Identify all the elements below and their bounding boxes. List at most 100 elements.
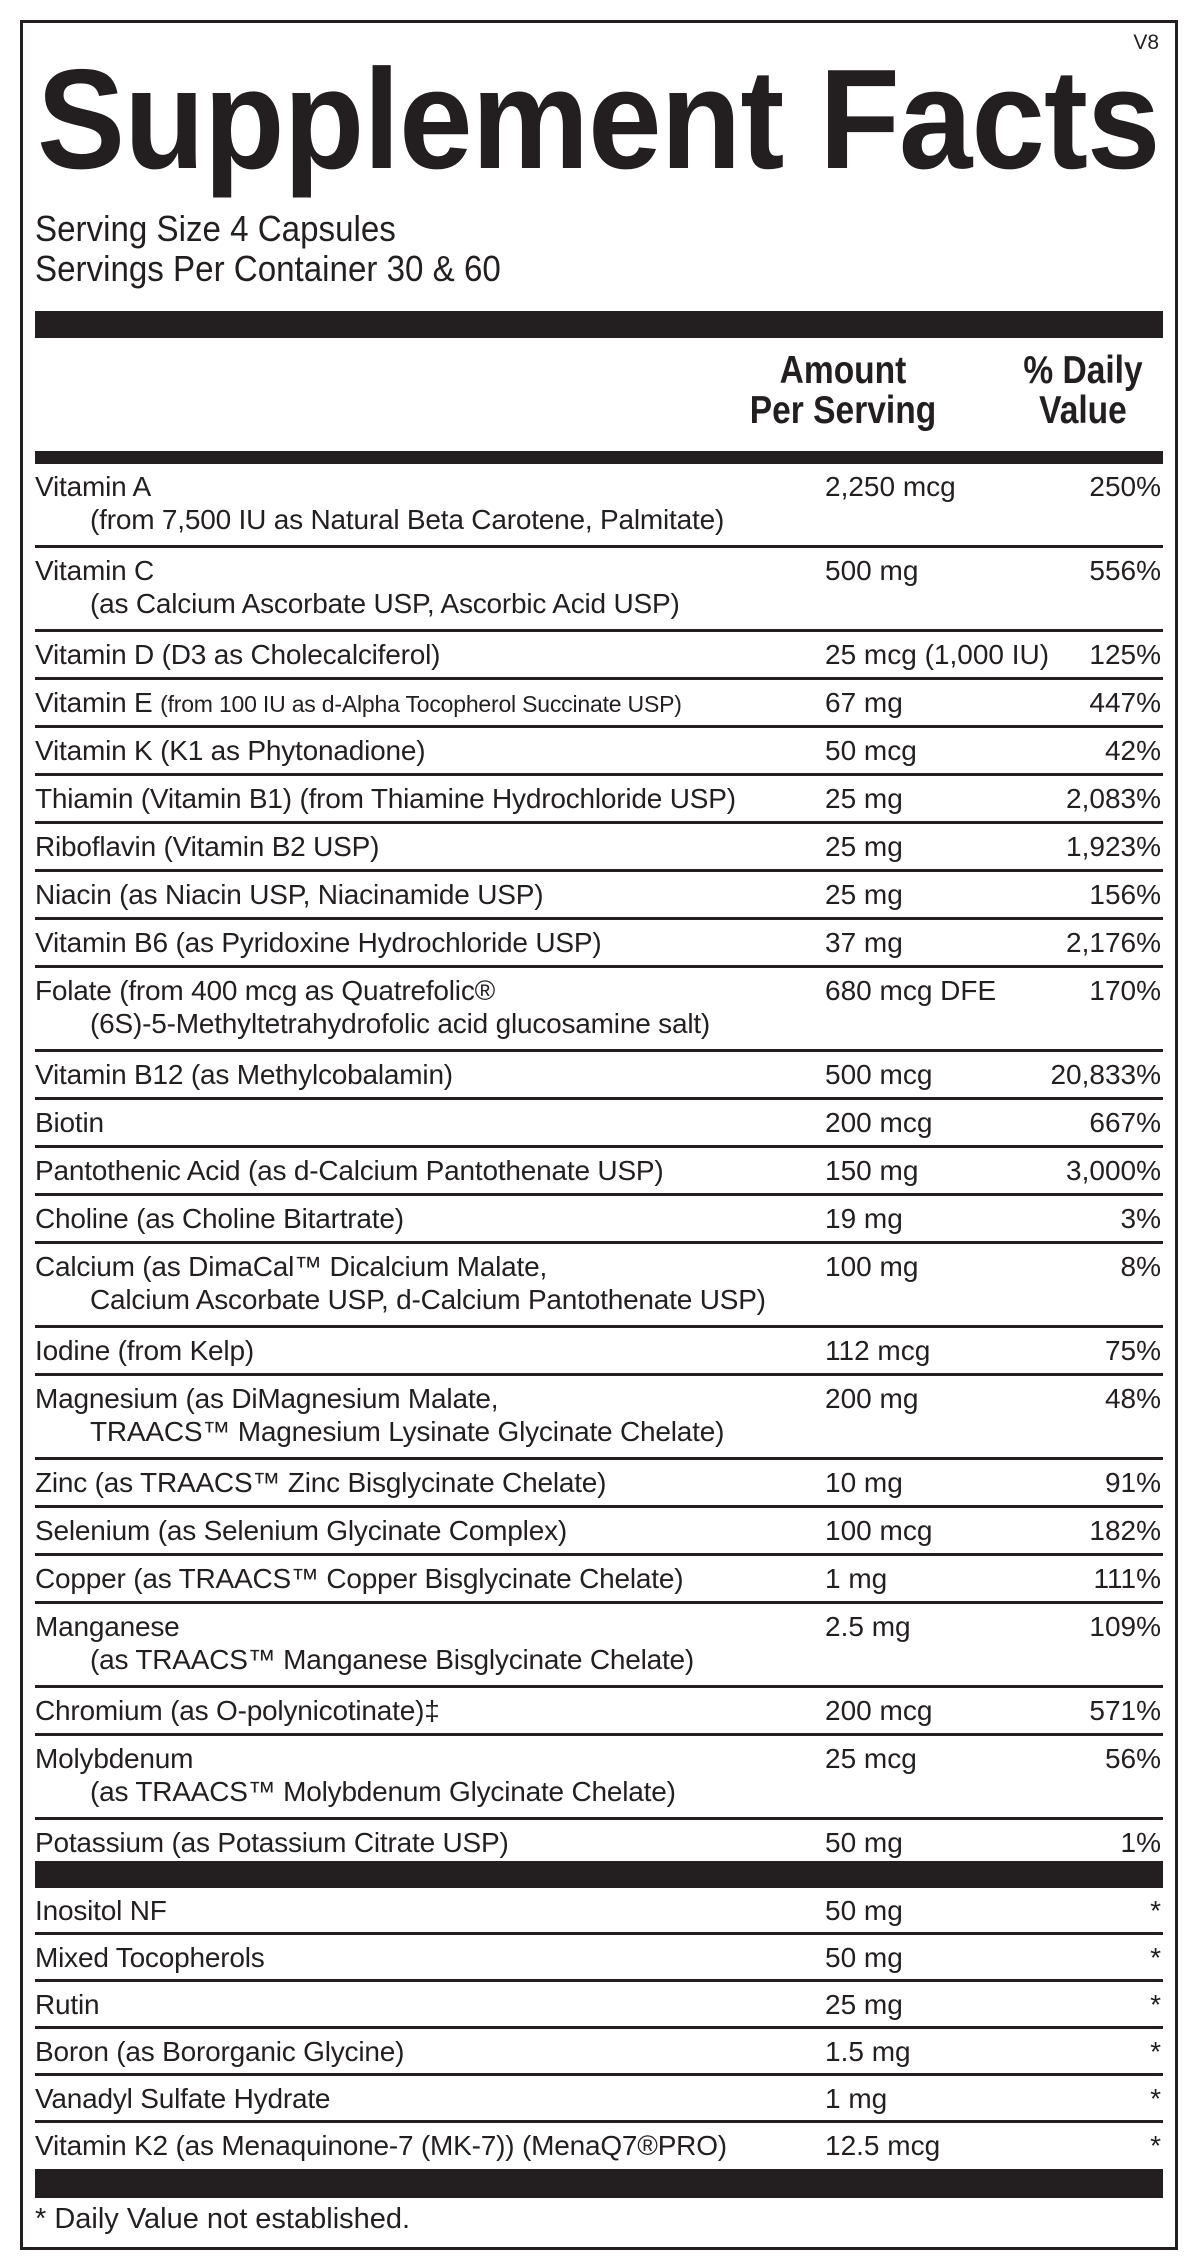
nutrient-name-text: Magnesium (as DiMagnesium Malate, (35, 1383, 499, 1414)
daily-value: * (1150, 1895, 1161, 1926)
nutrient-row: Vanadyl Sulfate Hydrate 1 mg * (35, 2076, 1163, 2123)
nutrient-row: Mixed Tocopherols 50 mg * (35, 1935, 1163, 1982)
nutrient-name-text: Biotin (35, 1107, 104, 1138)
nutrient-name-text: Riboflavin (Vitamin B2 USP) (35, 831, 380, 862)
nutrient-row: Molybdenum (as TRAACS™ Molybdenum Glycina… (35, 1736, 1163, 1820)
amount-per-serving: 25 mcg (1,000 IU) (825, 639, 1050, 670)
servings-per-container: Servings Per Container 30 & 60 (35, 248, 501, 289)
amount-per-serving: 112 mcg (825, 1335, 931, 1366)
daily-value: 667% (1089, 1107, 1161, 1138)
amount-per-serving-header: Amount Per Serving (740, 351, 946, 431)
nutrient-row: Inositol NF 50 mg * (35, 1888, 1163, 1935)
nutrient-name: Iodine (from Kelp) (35, 1334, 254, 1367)
amount-per-serving: 200 mg (825, 1383, 919, 1414)
nutrient-name: Mixed Tocopherols (35, 1941, 265, 1974)
nutrient-name: Potassium (as Potassium Citrate USP) (35, 1826, 509, 1859)
nutrient-row: Thiamin (Vitamin B1) (from Thiamine Hydr… (35, 776, 1163, 824)
amount-per-serving: 25 mg (825, 783, 903, 814)
nutrient-name-text: Vitamin B6 (as Pyridoxine Hydrochloride … (35, 927, 602, 958)
daily-value: * (1150, 1942, 1161, 1973)
daily-value: 170% (1089, 975, 1161, 1006)
nutrient-row: Copper (as TRAACS™ Copper Bisglycinate C… (35, 1556, 1163, 1604)
divider-bar-top (35, 311, 1163, 338)
nutrient-row: Manganese (as TRAACS™ Manganese Bisglycin… (35, 1604, 1163, 1688)
amount-per-serving: 25 mg (825, 1989, 903, 2020)
daily-value: 571% (1089, 1695, 1161, 1726)
nutrient-source: (as TRAACS™ Molybdenum Glycinate Chelate… (90, 1776, 676, 1807)
nutrient-name-text: Vitamin A (35, 471, 151, 502)
daily-value: 125% (1089, 639, 1161, 670)
nutrient-source: (6S)-5-Methyltetrahydrofolic acid glucos… (90, 1008, 711, 1039)
daily-value: 250% (1089, 471, 1161, 502)
nutrient-name: Copper (as TRAACS™ Copper Bisglycinate C… (35, 1562, 684, 1595)
nutrient-name-text: Pantothenic Acid (as d-Calcium Pantothen… (35, 1155, 664, 1186)
other-ingredient-list: Inositol NF 50 mg * Mixed Tocopherols 50 mg *… (35, 1888, 1163, 2170)
daily-value: 8% (1120, 1251, 1161, 1282)
nutrient-name: Boron (as Bororganic Glycine) (35, 2035, 404, 2068)
nutrient-name: Vitamin E (from 100 IU as d-Alpha Tocoph… (35, 686, 682, 721)
nutrient-name: Folate (from 400 mcg as Quatrefolic® (35, 974, 495, 1007)
divider-bar-header (35, 451, 1163, 464)
daily-value: 111% (1093, 1563, 1161, 1594)
nutrient-source: Calcium Ascorbate USP, d-Calcium Pantoth… (90, 1284, 766, 1315)
amount-per-serving: 150 mg (825, 1155, 919, 1186)
nutrient-name-text: Vanadyl Sulfate Hydrate (35, 2083, 331, 2114)
nutrient-row: Vitamin B6 (as Pyridoxine Hydrochloride … (35, 920, 1163, 968)
nutrient-name: Rutin (35, 1988, 100, 2021)
nutrient-name: Thiamin (Vitamin B1) (from Thiamine Hydr… (35, 782, 736, 815)
daily-value: 156% (1089, 879, 1161, 910)
nutrient-row: Calcium (as DimaCal™ Dicalcium Malate, Ca… (35, 1244, 1163, 1328)
nutrient-name-text: Molybdenum (35, 1743, 194, 1774)
amount-per-serving: 37 mg (825, 927, 903, 958)
nutrient-row: Selenium (as Selenium Glycinate Complex)… (35, 1508, 1163, 1556)
nutrient-name: Vitamin K2 (as Menaquinone-7 (MK-7)) (Me… (35, 2129, 727, 2162)
nutrient-name-text: Vitamin K (K1 as Phytonadione) (35, 735, 426, 766)
nutrient-name: Magnesium (as DiMagnesium Malate, (35, 1382, 499, 1415)
dv-header-line2: Value (1039, 389, 1127, 432)
amount-header-line1: Amount (779, 349, 907, 392)
daily-value: 3,000% (1066, 1155, 1161, 1186)
amount-per-serving: 200 mcg (825, 1695, 933, 1726)
daily-value: 2,176% (1066, 927, 1161, 958)
nutrient-name: Zinc (as TRAACS™ Zinc Bisglycinate Chela… (35, 1466, 606, 1499)
footnote: * Daily Value not established. (35, 2203, 411, 2235)
daily-value: 1,923% (1066, 831, 1161, 862)
nutrient-row: Chromium (as O-polynicotinate)‡ 200 mcg 57… (35, 1688, 1163, 1736)
nutrient-row: Vitamin D (D3 as Cholecalciferol) 25 mcg … (35, 632, 1163, 680)
amount-per-serving: 50 mcg (825, 735, 917, 766)
serving-size: Serving Size 4 Capsules (35, 208, 396, 249)
nutrient-name-text: Calcium (as DimaCal™ Dicalcium Malate, (35, 1251, 548, 1282)
amount-per-serving: 67 mg (825, 687, 903, 718)
nutrient-name-text: Thiamin (Vitamin B1) (from Thiamine Hydr… (35, 783, 736, 814)
amount-per-serving: 50 mg (825, 1895, 903, 1926)
nutrient-row: Choline (as Choline Bitartrate) 19 mg 3% (35, 1196, 1163, 1244)
nutrient-list: Vitamin A (from 7,500 IU as Natural Beta … (35, 464, 1163, 1868)
nutrient-name: Vitamin A (35, 470, 151, 503)
amount-per-serving: 100 mg (825, 1251, 919, 1282)
nutrient-row: Riboflavin (Vitamin B2 USP) 25 mg 1,923% (35, 824, 1163, 872)
nutrient-name: Inositol NF (35, 1894, 167, 1927)
amount-per-serving: 100 mcg (825, 1515, 933, 1546)
nutrient-name-text: Boron (as Bororganic Glycine) (35, 2036, 405, 2067)
nutrient-name: Vitamin C (35, 554, 154, 587)
nutrient-source: TRAACS™ Magnesium Lysinate Glycinate Che… (90, 1416, 725, 1447)
supplement-facts-panel: V8 Supplement Facts Serving Size 4 Capsu… (20, 20, 1178, 2250)
nutrient-name: Vitamin B12 (as Methylcobalamin) (35, 1058, 453, 1091)
daily-value: * (1150, 1989, 1161, 2020)
nutrient-row: Boron (as Bororganic Glycine) 1.5 mg * (35, 2029, 1163, 2076)
daily-value-header: % Daily Value (1010, 351, 1156, 431)
amount-per-serving: 680 mcg DFE (825, 975, 997, 1006)
nutrient-name: Vanadyl Sulfate Hydrate (35, 2082, 330, 2115)
nutrient-name-text: Manganese (35, 1611, 180, 1642)
nutrient-name-text: Vitamin K2 (as Menaquinone-7 (MK-7)) (Me… (35, 2130, 727, 2161)
nutrient-row: Vitamin B12 (as Methylcobalamin) 500 mcg 2… (35, 1052, 1163, 1100)
amount-per-serving: 19 mg (825, 1203, 903, 1234)
nutrient-name-text: Vitamin B12 (as Methylcobalamin) (35, 1059, 453, 1090)
amount-per-serving: 200 mcg (825, 1107, 933, 1138)
nutrient-name: Biotin (35, 1106, 104, 1139)
daily-value: 109% (1089, 1611, 1161, 1642)
amount-per-serving: 10 mg (825, 1467, 903, 1498)
daily-value: 3% (1120, 1203, 1161, 1234)
nutrient-row: Vitamin E (from 100 IU as d-Alpha Tocoph… (35, 680, 1163, 728)
nutrient-name: Choline (as Choline Bitartrate) (35, 1202, 404, 1235)
